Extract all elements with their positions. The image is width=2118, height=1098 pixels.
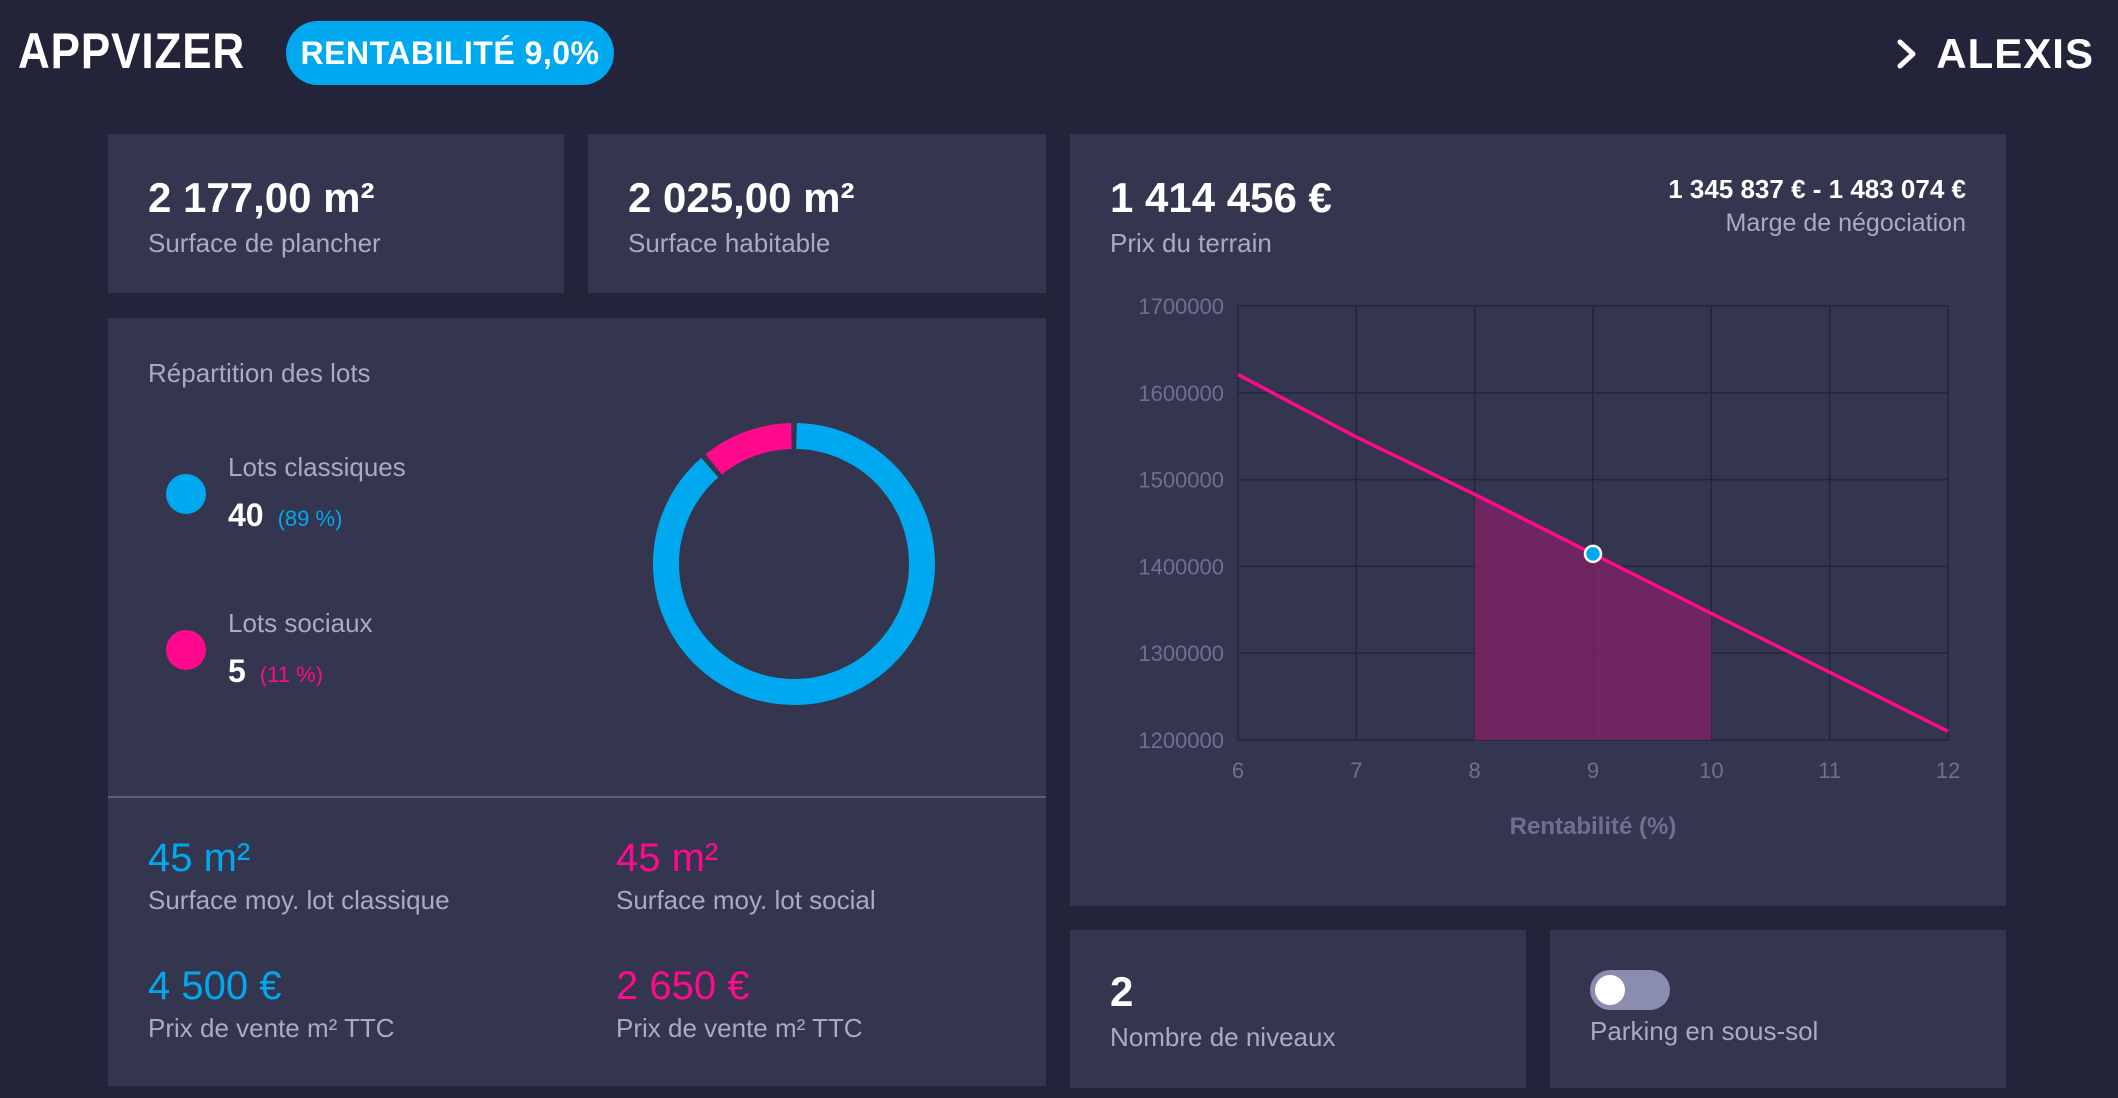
terrain-price-chart: 1200000 1300000 1400000 1500000 1600000 17000… <box>1138 294 1960 840</box>
stat-prix-classique-label: Prix de vente m² TTC <box>148 1013 395 1043</box>
repartition-title: Répartition des lots <box>148 358 371 388</box>
terrain-price-label: Prix du terrain <box>1110 228 1272 258</box>
current-rentabilite-marker[interactable] <box>1583 544 1603 564</box>
stat-prix-social: 2 650 € Prix de vente m² TTC <box>616 964 863 1044</box>
user-name: ALEXIS <box>1936 30 2094 77</box>
legend-label-sociaux: Lots sociaux <box>228 608 373 638</box>
parking-card: Parking en sous-sol <box>1550 930 2006 1088</box>
chevron-right-icon <box>1897 39 1916 69</box>
x-tick-label: 11 <box>1818 758 1841 783</box>
legend-dot-sociaux <box>166 630 206 670</box>
stat-surface-social-value: 45 m² <box>616 836 719 880</box>
x-tick-label: 9 <box>1587 758 1599 783</box>
niveaux-value[interactable]: 2 <box>1110 968 1134 1015</box>
x-tick-label: 6 <box>1232 758 1244 783</box>
y-tick-label: 1300000 <box>1138 641 1224 666</box>
surface-habitable-value: 2 025,00 m² <box>628 174 855 221</box>
surface-habitable-card: 2 025,00 m² Surface habitable <box>588 134 1046 293</box>
y-tick-label: 1600000 <box>1138 381 1224 406</box>
x-tick-label: 10 <box>1699 758 1723 783</box>
negotiation-range-area <box>1474 494 1712 740</box>
donut-slice-lots-classiques <box>653 423 935 705</box>
stat-prix-classique: 4 500 € Prix de vente m² TTC <box>148 964 395 1044</box>
stat-surface-classique-value: 45 m² <box>148 836 251 880</box>
surface-habitable-label: Surface habitable <box>628 228 831 258</box>
lots-donut-chart <box>653 423 935 705</box>
legend-lots-classiques: Lots classiques 40 (89 %) <box>166 452 406 534</box>
stat-prix-classique-value: 4 500 € <box>148 964 282 1008</box>
negotiation-range: 1 345 837 € - 1 483 074 € <box>1668 174 1966 204</box>
donut-slice-lots-sociaux <box>705 423 793 475</box>
x-axis-label: Rentabilité (%) <box>1510 813 1677 840</box>
stat-prix-social-value: 2 650 € <box>616 964 750 1008</box>
legend-lots-sociaux: Lots sociaux 5 (11 %) <box>166 608 373 690</box>
surface-plancher-value: 2 177,00 m² <box>148 174 375 221</box>
stat-surface-social: 45 m² Surface moy. lot social <box>616 836 876 916</box>
x-tick-label: 8 <box>1469 758 1481 783</box>
surface-plancher-label: Surface de plancher <box>148 228 381 258</box>
rentabilite-badge[interactable]: RENTABILITÉ 9,0% <box>286 21 614 85</box>
y-tick-label: 1700000 <box>1138 294 1224 319</box>
negotiation-range-label: Marge de négociation <box>1725 209 1966 237</box>
app-logo: APPVIZER <box>18 23 246 79</box>
parking-toggle[interactable] <box>1590 970 1670 1010</box>
y-tick-label: 1500000 <box>1138 468 1224 493</box>
niveaux-card: 2 Nombre de niveaux <box>1070 930 1526 1088</box>
stat-surface-social-label: Surface moy. lot social <box>616 885 876 915</box>
repartition-card: Répartition des lots Lots classiques 40 (… <box>108 318 1046 1086</box>
parking-label: Parking en sous-sol <box>1590 1016 1819 1046</box>
legend-label-classiques: Lots classiques <box>228 452 406 482</box>
terrain-card: 1 414 456 € Prix du terrain 1 345 837 € … <box>1070 134 2006 906</box>
stat-prix-social-label: Prix de vente m² TTC <box>616 1013 863 1043</box>
surface-plancher-card: 2 177,00 m² Surface de plancher <box>108 134 564 293</box>
divider <box>108 796 1046 798</box>
toggle-knob <box>1595 975 1625 1005</box>
legend-pct-sociaux: (11 %) <box>259 662 323 687</box>
stat-surface-classique: 45 m² Surface moy. lot classique <box>148 836 450 916</box>
legend-pct-classiques: (89 %) <box>277 506 343 531</box>
legend-count-classiques: 40 <box>228 497 264 533</box>
legend-count-sociaux: 5 <box>228 653 246 689</box>
y-tick-label: 1400000 <box>1138 554 1224 579</box>
user-menu[interactable]: ALEXIS <box>1896 30 2094 78</box>
y-tick-label: 1200000 <box>1138 728 1224 753</box>
terrain-price: 1 414 456 € <box>1110 174 1332 221</box>
stat-surface-classique-label: Surface moy. lot classique <box>148 885 450 915</box>
x-tick-label: 12 <box>1936 758 1960 783</box>
niveaux-label: Nombre de niveaux <box>1110 1022 1336 1052</box>
x-tick-label: 7 <box>1350 758 1362 783</box>
legend-dot-classiques <box>166 474 206 514</box>
